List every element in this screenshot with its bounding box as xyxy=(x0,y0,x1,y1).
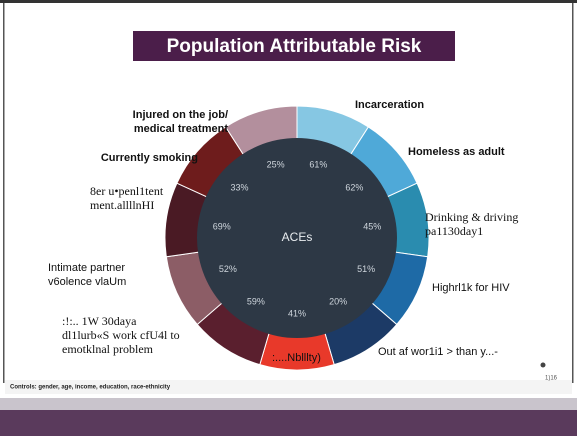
segment-label: Intimate partner xyxy=(48,262,125,274)
segment-label: Homeless as adult xyxy=(408,146,505,158)
band-light xyxy=(0,398,577,410)
value-label: 45% xyxy=(363,222,381,232)
band-dark xyxy=(0,410,577,436)
value-label: 41% xyxy=(288,308,306,318)
value-label: 62% xyxy=(345,183,363,193)
right-border xyxy=(572,3,574,383)
pie: 61% 62% 45% 51% 20% 41% 59% 52% 69% 33% 25% ACEs xyxy=(164,105,430,371)
inner-blob xyxy=(197,138,397,338)
center-label: ACEs xyxy=(282,230,313,244)
value-label: 69% xyxy=(213,222,231,232)
segment-label: Out af wor1i1 > than y...- xyxy=(378,346,498,358)
segment-label: v6olence vlaUm xyxy=(48,276,126,288)
segment-label: dl1lurb«S work cfU4l to xyxy=(62,328,180,342)
value-label: 33% xyxy=(231,183,249,193)
labels: Incarceration Homeless as adult Drinking &… xyxy=(48,99,518,364)
segment-label: :!:.. 1W 30daya xyxy=(62,314,137,328)
segment-label: medical treatment xyxy=(134,123,228,135)
segment-label: 8er u•penl1tent xyxy=(90,184,164,198)
value-label: 25% xyxy=(267,159,285,169)
value-label: 52% xyxy=(219,264,237,274)
segment-label: Injured on the job/ xyxy=(133,109,228,121)
value-label: 20% xyxy=(329,296,347,306)
segment-label: Drinking & driving xyxy=(425,210,518,224)
segment-label: emotklnal problem xyxy=(62,342,154,356)
top-border xyxy=(0,0,577,3)
footnote: Controls: gender, age, income, education… xyxy=(10,385,171,391)
footnote-bar xyxy=(5,380,572,394)
title-box xyxy=(133,31,455,61)
value-label: 61% xyxy=(309,159,327,169)
value-label: 51% xyxy=(357,264,375,274)
segment-label: :....Nblllty) xyxy=(272,352,321,364)
title: Population Attributable Risk xyxy=(167,36,422,57)
segment-label: Currently smoking xyxy=(101,152,198,164)
dot xyxy=(540,362,546,368)
page-number: 1)16 xyxy=(545,376,558,382)
value-label: 59% xyxy=(247,296,265,306)
segment-label: pa1130day1 xyxy=(425,224,483,238)
segment-label: ment.allllnHI xyxy=(90,198,154,212)
segment-label: Incarceration xyxy=(355,99,424,111)
segment-label: Highrl1k for HIV xyxy=(432,282,510,294)
left-border xyxy=(3,3,5,383)
